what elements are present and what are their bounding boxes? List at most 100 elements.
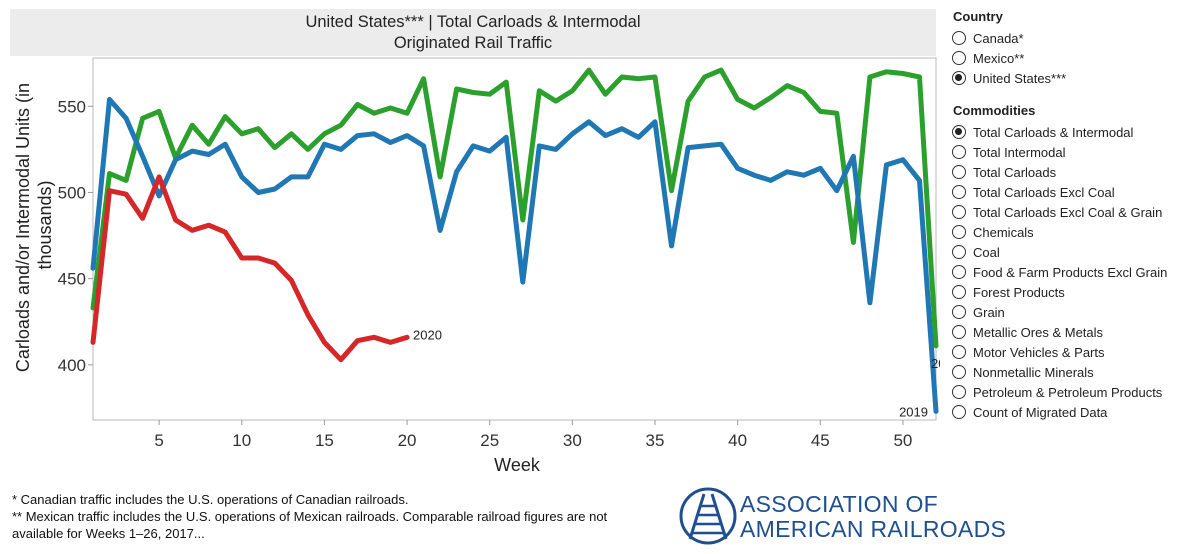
filter-legend: Country Canada* Mexico** United States*** … — [952, 8, 1192, 436]
y-tick-label: 550 — [58, 97, 86, 116]
chart-subtitle: Originated Rail Traffic — [393, 34, 553, 52]
footnote-canada: * Canadian traffic includes the U.S. ope… — [12, 492, 409, 507]
x-tick-label: 15 — [315, 431, 334, 450]
y-axis-title-line-2: thousands) — [35, 180, 55, 269]
country-option-label: United States*** — [973, 70, 1067, 86]
y-tick-label: 500 — [58, 183, 86, 202]
radio-button[interactable] — [952, 145, 966, 159]
y-axis-title: Carloads and/or Intermodal Units (in tho… — [13, 78, 55, 372]
series-label-2019: 2019 — [899, 404, 928, 419]
commodity-option-total-carloads-excl-coal-grain[interactable]: Total Carloads Excl Coal & Grain — [952, 202, 1192, 222]
commodity-option-total-intermodal[interactable]: Total Intermodal — [952, 142, 1192, 162]
x-tick-label: 10 — [232, 431, 251, 450]
radio-button[interactable] — [952, 71, 966, 85]
x-tick-label: 45 — [811, 431, 830, 450]
country-option-canada[interactable]: Canada* — [952, 28, 1192, 48]
series-line-2018[interactable] — [90, 67, 939, 349]
x-axis-title: Week — [494, 455, 541, 475]
logo-line-1: ASSOCIATION OF — [740, 491, 939, 517]
country-option-mexico[interactable]: Mexico** — [952, 48, 1192, 68]
radio-button[interactable] — [952, 325, 966, 339]
commodity-option-motor-vehicles-parts[interactable]: Motor Vehicles & Parts — [952, 342, 1192, 362]
commodity-option-label: Motor Vehicles & Parts — [973, 344, 1105, 360]
commodity-option-label: Coal — [973, 244, 1000, 260]
commodities-filter-title: Commodities — [953, 103, 1036, 118]
commodity-option-label: Total Carloads Excl Coal — [973, 184, 1115, 200]
country-option-united-states[interactable]: United States*** — [952, 68, 1192, 88]
x-tick-label: 20 — [398, 431, 417, 450]
country-filter: Country Canada* Mexico** United States*** — [952, 8, 1192, 88]
commodity-option-label: Total Carloads — [973, 164, 1057, 180]
commodity-option-total-carloads-excl-coal[interactable]: Total Carloads Excl Coal — [952, 182, 1192, 202]
commodity-option-label: Count of Migrated Data — [973, 404, 1108, 420]
radio-button[interactable] — [952, 405, 966, 419]
radio-button[interactable] — [952, 225, 966, 239]
country-option-label: Canada* — [973, 30, 1024, 46]
commodity-option-label: Nonmetallic Minerals — [973, 364, 1094, 380]
series-line-2019[interactable] — [90, 96, 939, 414]
commodity-option-petroleum-petroleum-products[interactable]: Petroleum & Petroleum Products — [952, 382, 1192, 402]
commodity-option-label: Total Carloads & Intermodal — [973, 124, 1134, 140]
commodity-option-label: Metallic Ores & Metals — [973, 324, 1104, 340]
x-tick-label: 30 — [563, 431, 582, 450]
series-layer — [90, 67, 939, 414]
commodity-option-total-carloads-intermodal[interactable]: Total Carloads & Intermodal — [952, 122, 1192, 142]
commodity-option-total-carloads[interactable]: Total Carloads — [952, 162, 1192, 182]
ticks-layer: 5 10 15 20 25 30 35 40 45 50 400 450 500 550 — [58, 97, 913, 450]
radio-button[interactable] — [952, 305, 966, 319]
aar-logo: ASSOCIATION OF AMERICAN RAILROADS — [678, 486, 1006, 548]
logo-rail-left — [688, 493, 706, 540]
commodity-option-coal[interactable]: Coal — [952, 242, 1192, 262]
country-filter-title: Country — [953, 9, 1003, 24]
commodity-option-label: Chemicals — [973, 224, 1034, 240]
commodity-options: Total Carloads & Intermodal Total Intermo… — [952, 122, 1192, 422]
radio-button[interactable] — [952, 285, 966, 299]
chart-title: United States*** | Total Carloads & Inte… — [305, 13, 641, 31]
commodity-option-label: Total Carloads Excl Coal & Grain — [973, 204, 1163, 220]
chart-title-box: United States*** | Total Carloads & Inte… — [10, 9, 936, 56]
radio-button[interactable] — [952, 245, 966, 259]
commodity-option-label: Total Intermodal — [973, 144, 1066, 160]
footnotes: * Canadian traffic includes the U.S. ope… — [12, 491, 672, 542]
radio-button[interactable] — [952, 345, 966, 359]
commodities-filter: Commodities Total Carloads & Intermodal T… — [952, 102, 1192, 422]
radio-button[interactable] — [952, 51, 966, 65]
commodity-option-count-of-migrated-data[interactable]: Count of Migrated Data — [952, 402, 1192, 422]
radio-button[interactable] — [952, 31, 966, 45]
radio-button[interactable] — [952, 165, 966, 179]
y-axis-title-line-1: Carloads and/or Intermodal Units (in — [13, 83, 33, 372]
aar-logo-text: ASSOCIATION OF AMERICAN RAILROADS — [740, 492, 1006, 542]
series-label-2020: 2020 — [413, 327, 442, 342]
y-tick-label: 450 — [58, 270, 86, 289]
logo-line-2: AMERICAN RAILROADS — [740, 516, 1007, 542]
country-options: Canada* Mexico** United States*** — [952, 28, 1192, 88]
commodity-option-nonmetallic-minerals[interactable]: Nonmetallic Minerals — [952, 362, 1192, 382]
footnote-mexico: ** Mexican traffic includes the U.S. ope… — [12, 509, 608, 524]
radio-button[interactable] — [952, 265, 966, 279]
x-tick-label: 35 — [646, 431, 665, 450]
commodity-option-forest-products[interactable]: Forest Products — [952, 282, 1192, 302]
series-label-2018: 2018 — [931, 356, 940, 371]
logo-rail-right — [710, 493, 728, 540]
commodity-option-grain[interactable]: Grain — [952, 302, 1192, 322]
logo-circle — [679, 487, 737, 545]
y-tick-label: 400 — [58, 356, 86, 375]
series-labels-layer: 2018 2019 2020 — [413, 327, 940, 419]
series-line-2020[interactable] — [90, 174, 410, 363]
commodity-option-label: Petroleum & Petroleum Products — [973, 384, 1163, 400]
country-option-label: Mexico** — [973, 50, 1025, 66]
commodity-option-label: Grain — [973, 304, 1005, 320]
radio-button[interactable] — [952, 385, 966, 399]
x-tick-label: 25 — [480, 431, 499, 450]
radio-button[interactable] — [952, 125, 966, 139]
commodity-option-food-farm-products-excl-grain[interactable]: Food & Farm Products Excl Grain — [952, 262, 1192, 282]
radio-button[interactable] — [952, 205, 966, 219]
radio-button[interactable] — [952, 365, 966, 379]
commodity-option-chemicals[interactable]: Chemicals — [952, 222, 1192, 242]
aar-logo-mark — [679, 487, 737, 545]
footnote-mexico-continued: available for Weeks 1–26, 2017... — [12, 526, 205, 541]
commodity-option-metallic-ores-metals[interactable]: Metallic Ores & Metals — [952, 322, 1192, 342]
commodity-option-label: Food & Farm Products Excl Grain — [973, 264, 1168, 280]
radio-button[interactable] — [952, 185, 966, 199]
line-chart: 5 10 15 20 25 30 35 40 45 50 400 450 500 550 2018 2019… — [13, 57, 940, 475]
